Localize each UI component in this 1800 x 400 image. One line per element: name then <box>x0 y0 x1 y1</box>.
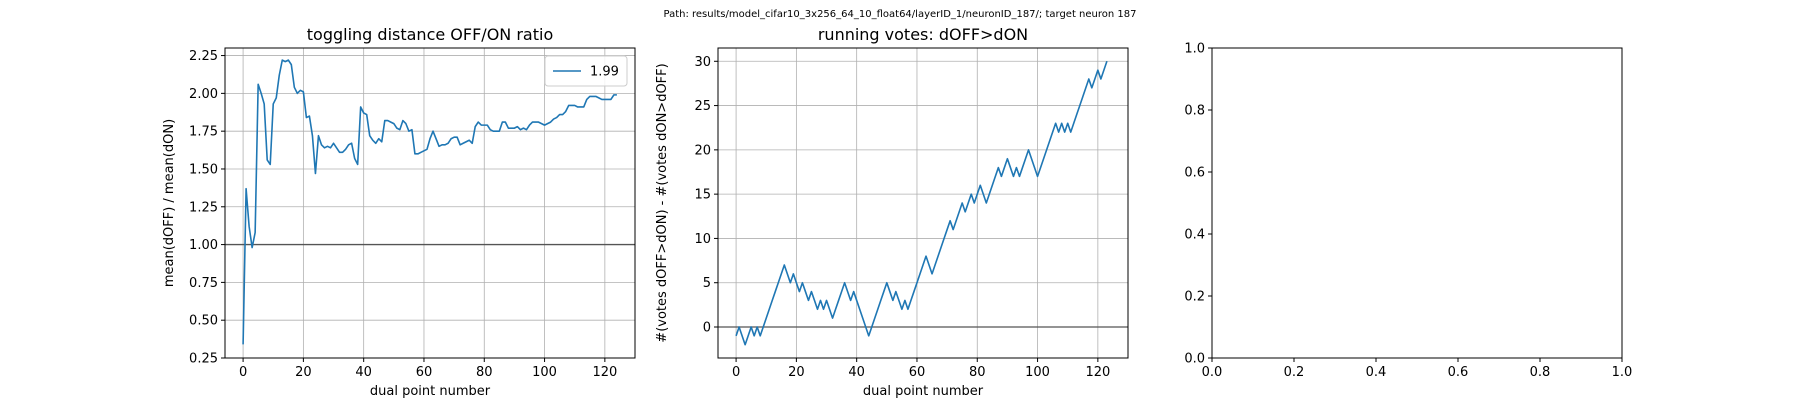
x-tick-label: 120 <box>1085 365 1110 380</box>
axes-title: toggling distance OFF/ON ratio <box>307 25 553 44</box>
axes-title: running votes: dOFF>dON <box>818 25 1028 44</box>
x-tick-label: 1.0 <box>1612 365 1633 380</box>
axes-frame <box>717 47 1129 359</box>
legend-box <box>544 55 628 87</box>
axes-2: 0 20 40 60 80 100 120 0 5 10 15 20 25 30 running votes… <box>655 25 1129 399</box>
x-tick-label: 120 <box>592 365 617 380</box>
x-tick-label: 0.0 <box>1202 365 1223 380</box>
axes-frame <box>224 47 636 359</box>
x-tick-label: 100 <box>532 365 557 380</box>
y-tick-label: 0.25 <box>189 352 218 367</box>
y-tick-label: 0.0 <box>1184 352 1205 367</box>
x-tick-label: 0.6 <box>1448 365 1469 380</box>
x-tick-label: 60 <box>909 365 926 380</box>
axes-1: 0 20 40 60 80 100 120 0.25 0.50 0.75 1.00 1.25 1.50 1… <box>162 25 636 399</box>
y-tick-label: 0.2 <box>1184 290 1205 305</box>
figure-suptitle: Path: results/model_cifar10_3x256_64_10_… <box>664 9 1137 20</box>
y-tick-label: 10 <box>694 232 711 247</box>
y-tick-label: 15 <box>694 188 711 203</box>
y-tick-label: 0 <box>703 321 711 336</box>
series-line-1 <box>242 59 617 345</box>
x-tick-label: 0.2 <box>1284 365 1305 380</box>
x-tick-label: 40 <box>848 365 865 380</box>
legend: 1.99 <box>544 55 628 87</box>
y-tick-label: 1.50 <box>189 162 218 177</box>
y-tick-label: 0.4 <box>1184 228 1205 243</box>
x-axis-label: dual point number <box>863 384 984 399</box>
x-axis-label: dual point number <box>370 384 491 399</box>
y-tick-label: 1.75 <box>189 125 218 140</box>
x-tick-label: 80 <box>969 365 986 380</box>
y-tick-label: 2.25 <box>189 49 218 64</box>
x-tick-label: 80 <box>476 365 493 380</box>
y-axis-label: #(votes dOFF>dON) - #(votes dON>dOFF) <box>655 63 670 342</box>
y-tick-label: 1.0 <box>1184 42 1205 57</box>
y-tick-label: 1.00 <box>189 238 218 253</box>
x-tick-label: 60 <box>416 365 433 380</box>
axes-frame <box>1211 47 1623 359</box>
x-tick-label: 0.4 <box>1366 365 1387 380</box>
y-tick-label: 30 <box>694 55 711 70</box>
y-tick-label: 0.8 <box>1184 104 1205 119</box>
legend-label: 1.99 <box>590 65 619 80</box>
x-tick-label: 0.8 <box>1530 365 1551 380</box>
y-tick-label: 0.6 <box>1184 166 1205 181</box>
x-tick-label: 40 <box>355 365 372 380</box>
axes-3: 0.0 0.2 0.4 0.6 0.8 1.0 0.0 0.2 0.4 0.6 0.8 1.0 <box>1184 42 1632 381</box>
y-tick-label: 0.75 <box>189 276 218 291</box>
y-tick-label: 5 <box>703 276 711 291</box>
x-tick-label: 100 <box>1025 365 1050 380</box>
y-tick-label: 20 <box>694 143 711 158</box>
y-tick-label: 0.50 <box>189 314 218 329</box>
y-tick-label: 2.00 <box>189 87 218 102</box>
x-tick-label: 20 <box>295 365 312 380</box>
series-line-1 <box>735 61 1108 346</box>
y-tick-label: 25 <box>694 99 711 114</box>
x-tick-label: 0 <box>239 365 247 380</box>
x-tick-label: 20 <box>788 365 805 380</box>
x-tick-label: 0 <box>732 365 740 380</box>
y-axis-label: mean(dOFF) / mean(dON) <box>162 119 177 287</box>
y-tick-label: 1.25 <box>189 200 218 215</box>
